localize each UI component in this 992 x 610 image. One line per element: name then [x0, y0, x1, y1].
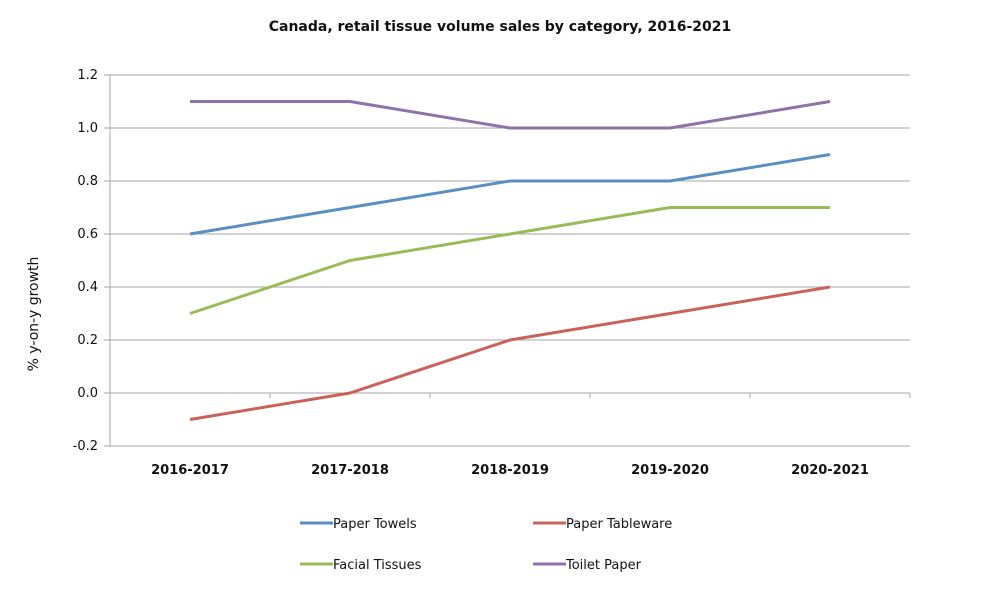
y-tick-label: 0.6 — [77, 227, 98, 242]
y-tick-label: 1.0 — [77, 121, 98, 136]
series-lines — [189, 100, 831, 421]
legend: Paper Towels Paper Tableware Facial Tissue… — [300, 517, 672, 573]
x-tick-label: 2016-2017 — [151, 463, 229, 478]
x-tick-labels: 2016-2017 2017-2018 2018-2019 2019-2020 2020… — [151, 463, 869, 478]
chart-title: Canada, retail tissue volume sales by ca… — [269, 19, 732, 35]
series-line-paper-towels — [189, 153, 831, 236]
x-tick-label: 2020-2021 — [791, 463, 869, 478]
legend-label: Toilet Paper — [565, 558, 642, 573]
gridlines — [104, 74, 911, 447]
y-axis-label: % y-on-y growth — [26, 257, 42, 372]
y-tick-label: 1.2 — [77, 68, 98, 83]
series-line-paper-tableware — [189, 285, 831, 421]
y-tick-label: -0.2 — [73, 439, 98, 454]
legend-label: Paper Tableware — [566, 517, 672, 532]
x-tick-label: 2018-2019 — [471, 463, 549, 478]
y-tick-label: 0.8 — [77, 174, 98, 189]
legend-label: Facial Tissues — [333, 558, 422, 573]
series-line-facial-tissues — [189, 206, 830, 315]
x-tick-label: 2017-2018 — [311, 463, 389, 478]
series-line-toilet-paper — [190, 100, 831, 130]
y-tick-labels: 1.2 1.0 0.8 0.6 0.4 0.2 0.0 -0.2 — [73, 68, 98, 454]
y-tick-label: 0.0 — [77, 386, 98, 401]
y-tick-label: 0.4 — [77, 280, 98, 295]
x-tick-label: 2019-2020 — [631, 463, 709, 478]
y-tick-label: 0.2 — [77, 333, 98, 348]
legend-label: Paper Towels — [333, 517, 417, 532]
